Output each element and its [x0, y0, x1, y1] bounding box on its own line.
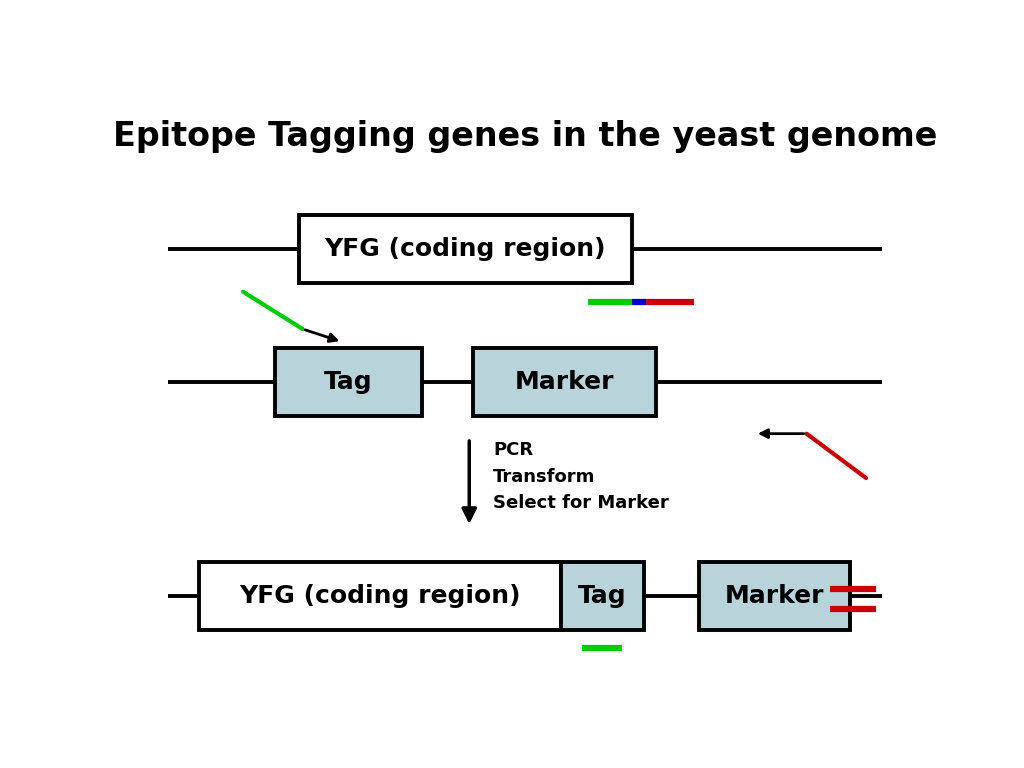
Text: YFG (coding region): YFG (coding region)	[325, 237, 606, 261]
Text: Marker: Marker	[725, 584, 824, 608]
Bar	[299, 215, 632, 283]
Bar	[200, 562, 560, 630]
Text: Tag: Tag	[324, 370, 373, 394]
Text: Marker: Marker	[515, 370, 614, 394]
Text: YFG (coding region): YFG (coding region)	[240, 584, 521, 608]
Bar	[274, 348, 422, 416]
Text: PCR
Transform
Select for Marker: PCR Transform Select for Marker	[494, 441, 669, 512]
Text: Tag: Tag	[578, 584, 627, 608]
Bar	[560, 562, 644, 630]
Text: Epitope Tagging genes in the yeast genome: Epitope Tagging genes in the yeast genom…	[113, 120, 937, 153]
Bar	[473, 348, 655, 416]
Bar	[699, 562, 850, 630]
